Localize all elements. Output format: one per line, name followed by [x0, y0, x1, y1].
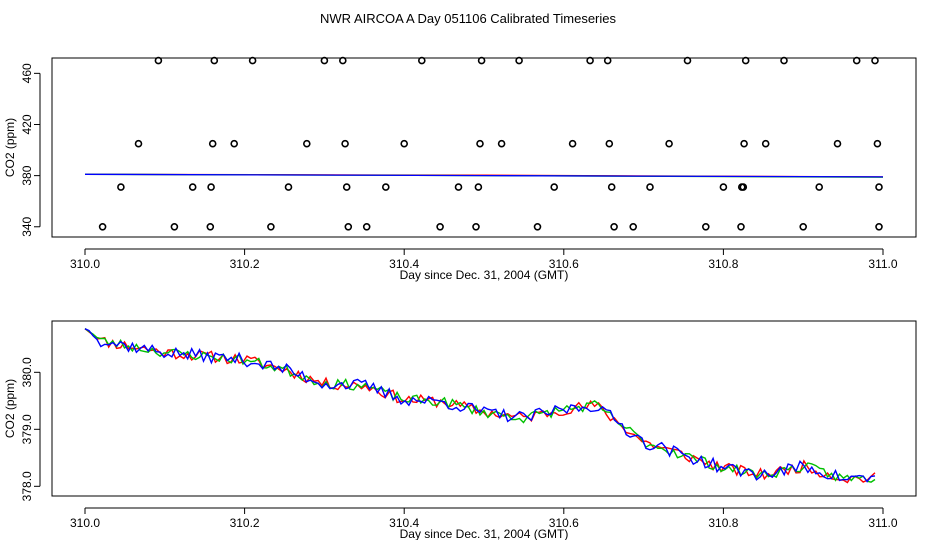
data-point	[568, 139, 577, 148]
data-point	[701, 223, 710, 231]
data-point	[683, 56, 692, 65]
data-point	[210, 56, 219, 65]
y-tick-label: 340	[20, 216, 34, 236]
data-point	[665, 139, 673, 148]
x-tick-label: 310.2	[230, 257, 260, 271]
data-point	[852, 56, 861, 65]
x-tick-label: 310.6	[549, 257, 579, 271]
data-point	[302, 139, 311, 148]
series-line-green	[84, 328, 876, 483]
data-point	[477, 56, 486, 65]
data-point	[344, 223, 353, 231]
data-point	[610, 223, 618, 231]
series-line-blue	[84, 173, 884, 178]
data-point	[417, 56, 426, 65]
x-axis-label: Day since Dec. 31, 2004 (GMT)	[400, 268, 569, 282]
y-axis-label: CO2 (ppm)	[3, 118, 17, 177]
data-point	[320, 56, 329, 65]
data-point	[206, 223, 215, 231]
data-point	[603, 56, 612, 65]
y-tick-label: 420	[20, 114, 34, 134]
data-point	[117, 183, 125, 191]
data-point	[188, 183, 197, 191]
data-point	[875, 183, 883, 191]
data-point	[873, 139, 882, 148]
data-point	[719, 183, 728, 191]
data-point	[607, 183, 616, 191]
data-point	[436, 223, 444, 231]
data-point	[799, 223, 808, 231]
series-line-red	[84, 328, 876, 484]
plot-frame	[51, 320, 917, 497]
data-point	[267, 223, 275, 231]
x-tick-label: 310.2	[230, 516, 260, 530]
data-point	[342, 183, 351, 191]
x-tick-label: 310.4	[389, 257, 419, 271]
data-point	[497, 139, 506, 148]
x-tick-label: 311.0	[868, 516, 897, 530]
data-point	[737, 223, 745, 231]
y-tick-label: 380.0	[20, 357, 34, 387]
x-tick-label: 311.0	[868, 257, 897, 271]
plot-frame	[51, 57, 917, 238]
data-point	[454, 183, 463, 191]
chart-title: NWR AIRCOA A Day 051106 Calibrated Times…	[320, 11, 616, 26]
data-point	[338, 56, 347, 65]
data-point	[629, 223, 638, 231]
data-point	[780, 56, 788, 65]
data-point	[341, 139, 349, 148]
data-point	[230, 139, 238, 148]
data-point	[739, 183, 748, 191]
x-tick-label: 310.4	[389, 516, 419, 530]
x-tick-label: 310.6	[549, 516, 579, 530]
data-point	[740, 139, 748, 148]
data-point	[170, 223, 179, 231]
data-point	[646, 183, 654, 191]
data-point	[284, 183, 293, 191]
x-tick-label: 310.0	[70, 257, 100, 271]
data-point	[98, 223, 107, 231]
x-tick-label: 310.8	[708, 516, 738, 530]
data-point	[400, 139, 409, 148]
data-point	[134, 139, 143, 148]
data-point	[248, 56, 257, 65]
x-axis-label: Day since Dec. 31, 2004 (GMT)	[400, 527, 569, 540]
data-point	[875, 223, 883, 231]
data-point	[154, 56, 163, 65]
y-tick-label: 460	[20, 63, 34, 83]
bottom-panel: 310.0 310.2 310.4 310.6 310.8 311.0 Day since …	[3, 320, 917, 540]
x-tick-label: 310.0	[70, 516, 100, 530]
data-point	[761, 139, 770, 148]
y-tick-label: 379.0	[20, 414, 34, 444]
data-point	[515, 56, 523, 65]
y-axis-label: CO2 (ppm)	[3, 379, 17, 438]
y-tick-label: 380	[20, 165, 34, 185]
data-point	[208, 139, 217, 148]
data-point	[550, 183, 559, 191]
data-point	[815, 183, 824, 191]
data-point	[586, 56, 594, 65]
top-panel: 310.0 310.2 310.4 310.6 310.8 311.0 Day since …	[3, 56, 917, 282]
x-tick-label: 310.8	[708, 257, 738, 271]
series-line-blue	[84, 328, 876, 483]
y-tick-label: 378.0	[20, 471, 34, 501]
data-point	[605, 139, 614, 148]
data-point	[833, 139, 842, 148]
data-point	[474, 183, 483, 191]
data-point	[472, 223, 480, 231]
data-point	[476, 139, 484, 148]
data-point	[741, 56, 750, 65]
data-point	[533, 223, 542, 231]
data-point	[381, 183, 390, 191]
data-point	[362, 223, 371, 231]
data-point	[207, 183, 215, 191]
data-point	[871, 56, 879, 65]
